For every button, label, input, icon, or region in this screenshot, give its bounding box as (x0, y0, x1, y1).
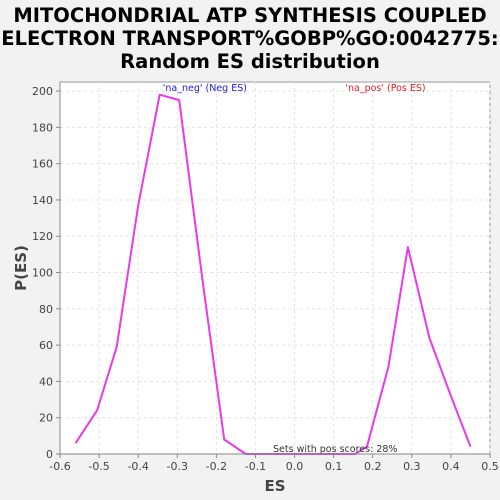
x-tick-label: -0.1 (245, 460, 266, 473)
y-tick-label: 140 (32, 194, 53, 207)
y-tick-label: 200 (32, 85, 53, 98)
y-tick-label: 160 (32, 158, 53, 171)
chart-title-line: ELECTRON TRANSPORT%GOBP%GO:0042775: (1, 27, 498, 50)
annotation: 'na_pos' (Pos ES) (345, 83, 425, 94)
y-tick-label: 60 (39, 339, 53, 352)
x-tick-label: -0.6 (49, 460, 70, 473)
chart-title-line: MITOCHONDRIAL ATP SYNTHESIS COUPLED (13, 4, 486, 27)
x-tick-label: 0.1 (325, 460, 343, 473)
y-tick-label: 80 (39, 303, 53, 316)
annotation: Sets with pos scores: 28% (273, 444, 397, 455)
annotations: 'na_neg' (Neg ES) 'na_pos' (Pos ES) Sets w… (163, 83, 426, 455)
plot-area (59, 81, 491, 455)
chart-title-line: Random ES distribution (120, 50, 380, 73)
y-tick-label: 40 (39, 375, 53, 388)
x-tick-label: 0.2 (364, 460, 382, 473)
x-tick-label: 0.4 (442, 460, 460, 473)
y-tick-label: 20 (39, 412, 53, 425)
x-tick-label: -0.4 (127, 460, 148, 473)
x-axis: -0.6 -0.5 -0.4 -0.3 -0.2 -0.1 0.0 0.1 0.2 0.3 0.4 0… (49, 453, 499, 473)
grid (59, 82, 491, 455)
x-tick-label: -0.3 (167, 460, 188, 473)
y-tick-label: 120 (32, 230, 53, 243)
x-axis-label: ES (264, 477, 285, 495)
y-tick-label: 0 (46, 448, 53, 461)
y-tick-label: 180 (32, 121, 53, 134)
x-tick-label: -0.5 (88, 460, 109, 473)
chart-title: MITOCHONDRIAL ATP SYNTHESIS COUPLEDELECT… (1, 4, 498, 73)
x-tick-label: 0.3 (403, 460, 421, 473)
y-axis-label: P(ES) (12, 245, 30, 291)
annotation: 'na_neg' (Neg ES) (163, 83, 247, 94)
y-tick-label: 100 (32, 267, 53, 280)
x-tick-label: 0.0 (286, 460, 304, 473)
x-tick-label: 0.5 (481, 460, 499, 473)
x-tick-label: -0.2 (206, 460, 227, 473)
y-axis: 0 20 40 60 80 100 120 140 160 180 200 (32, 82, 61, 461)
